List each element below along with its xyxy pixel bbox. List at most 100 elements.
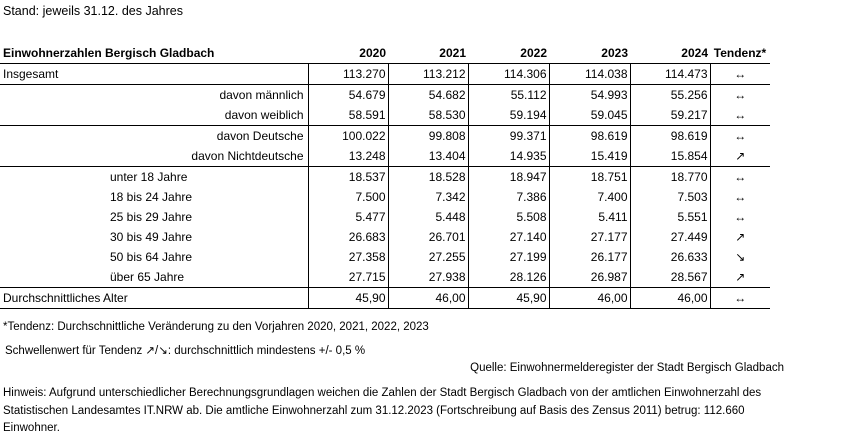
cell-value: 98.619 [549, 125, 631, 146]
trend-arrow-icon: ↗ [735, 230, 746, 244]
cell-value: 18.537 [308, 166, 389, 187]
table-row: davon Nichtdeutsche 13.248 13.404 14.935… [0, 146, 770, 167]
cell-value: 59.045 [549, 105, 631, 126]
cell-value: 27.255 [388, 247, 469, 267]
trend-arrow-icon: ↔ [734, 210, 747, 224]
row-label: 30 bis 49 Jahre [0, 227, 309, 247]
cell-value: 27.140 [468, 227, 550, 247]
cell-value: 26.683 [308, 227, 389, 247]
cell-value: 27.177 [549, 227, 631, 247]
cell-value: 98.619 [630, 125, 711, 146]
cell-value: 28.567 [630, 267, 711, 288]
year-header: 2021 [388, 43, 468, 64]
cell-value: 54.993 [549, 84, 631, 105]
cell-value: 58.591 [308, 105, 389, 126]
table-row: über 65 Jahre 27.715 27.938 28.126 26.98… [0, 267, 770, 288]
cell-value: 45,90 [468, 287, 550, 309]
cell-value: 14.935 [468, 146, 550, 167]
table-header-row: Einwohnerzahlen Bergisch Gladbach 2020 2… [0, 43, 770, 64]
cell-value: 18.947 [468, 166, 550, 187]
cell-value: 27.358 [308, 247, 389, 267]
trend-arrow-icon: ↔ [710, 63, 770, 85]
cell-value: 5.448 [388, 207, 469, 227]
cell-value: 113.212 [388, 63, 469, 85]
cell-value: 114.473 [630, 63, 711, 85]
year-header: 2022 [468, 43, 549, 64]
cell-value: 7.503 [630, 187, 711, 207]
cell-value: 13.248 [308, 146, 389, 167]
cell-value: 7.400 [549, 187, 631, 207]
table-row: 25 bis 29 Jahre 5.477 5.448 5.508 5.411 … [0, 207, 770, 227]
date-note: Stand: jeweils 31.12. des Jahres [3, 4, 183, 18]
cell-value: 26.177 [549, 247, 631, 267]
cell-value: 55.256 [630, 84, 711, 105]
cell-value: 26.987 [549, 267, 631, 288]
trend-arrow-icon: ↔ [734, 190, 747, 204]
table-row: davon Deutsche 100.022 99.808 99.371 98.… [0, 125, 770, 146]
cell-value: 59.217 [630, 105, 711, 126]
row-label: davon männlich [0, 84, 309, 105]
cell-value: 46,00 [549, 287, 631, 309]
cell-value: 45,90 [308, 287, 389, 309]
source-note: Quelle: Einwohnermelderegister der Stadt… [470, 362, 784, 374]
row-label: Durchschnittliches Alter [0, 287, 309, 309]
population-table: Einwohnerzahlen Bergisch Gladbach 2020 2… [0, 43, 770, 309]
table-row: davon weiblich 58.591 58.530 59.194 59.0… [0, 105, 770, 126]
trend-arrow-icon: ↔ [734, 170, 747, 184]
cell-value: 46,00 [630, 287, 711, 309]
cell-value: 27.199 [468, 247, 550, 267]
cell-value: 27.449 [630, 227, 711, 247]
cell-value: 99.371 [468, 125, 550, 146]
cell-value: 7.386 [468, 187, 550, 207]
cell-value: 26.701 [388, 227, 469, 247]
cell-value: 59.194 [468, 105, 550, 126]
year-header: 2024 [630, 43, 710, 64]
cell-value: 7.342 [388, 187, 469, 207]
year-header: 2020 [308, 43, 388, 64]
cell-value: 114.038 [549, 63, 631, 85]
cell-value: 7.500 [308, 187, 389, 207]
trend-arrow-icon: ↗ [710, 146, 770, 167]
cell-value: 100.022 [308, 125, 389, 146]
trend-arrow-icon: ↔ [710, 287, 770, 309]
cell-value: 5.411 [549, 207, 631, 227]
hint-note: Hinweis: Aufgrund unterschiedlicher Bere… [3, 387, 762, 434]
table-row: Durchschnittliches Alter 45,90 46,00 45,… [0, 287, 770, 309]
cell-value: 18.770 [630, 166, 711, 187]
trend-arrow-icon: ↘ [735, 250, 746, 264]
trend-arrow-icon: ↗ [710, 267, 770, 288]
cell-value: 54.679 [308, 84, 389, 105]
row-label: davon weiblich [0, 105, 309, 126]
trend-arrow-icon: ↔ [710, 105, 770, 126]
cell-value: 18.528 [388, 166, 469, 187]
trend-arrow-icon: ↔ [734, 88, 747, 102]
cell-value: 113.270 [308, 63, 389, 85]
cell-value: 99.808 [388, 125, 469, 146]
row-label: 50 bis 64 Jahre [0, 247, 309, 267]
tendency-footnote: *Tendenz: Durchschnittliche Veränderung … [3, 321, 429, 333]
row-label: über 65 Jahre [0, 267, 309, 288]
cell-value: 15.419 [549, 146, 631, 167]
cell-value: 114.306 [468, 63, 550, 85]
tendency-header: Tendenz* [710, 43, 770, 64]
row-label: 25 bis 29 Jahre [0, 207, 309, 227]
row-label: 18 bis 24 Jahre [0, 187, 309, 207]
threshold-footnote: Schwellenwert für Tendenz ↗/↘: durchschn… [5, 345, 366, 357]
row-label: davon Nichtdeutsche [0, 146, 309, 167]
table-row: 30 bis 49 Jahre 26.683 26.701 27.140 27.… [0, 227, 770, 247]
row-label: Insgesamt [0, 63, 309, 85]
cell-value: 55.112 [468, 84, 550, 105]
cell-value: 27.938 [388, 267, 469, 288]
trend-arrow-icon: ↔ [734, 129, 747, 143]
table-row: unter 18 Jahre 18.537 18.528 18.947 18.7… [0, 166, 770, 187]
cell-value: 28.126 [468, 267, 550, 288]
cell-value: 27.715 [308, 267, 389, 288]
cell-value: 5.551 [630, 207, 711, 227]
cell-value: 5.508 [468, 207, 550, 227]
row-label: unter 18 Jahre [0, 166, 309, 187]
table-row: Insgesamt 113.270 113.212 114.306 114.03… [0, 63, 770, 85]
cell-value: 26.633 [630, 247, 711, 267]
table-row: 18 bis 24 Jahre 7.500 7.342 7.386 7.400 … [0, 187, 770, 207]
table-title: Einwohnerzahlen Bergisch Gladbach [0, 43, 308, 64]
table-row: 50 bis 64 Jahre 27.358 27.255 27.199 26.… [0, 247, 770, 267]
